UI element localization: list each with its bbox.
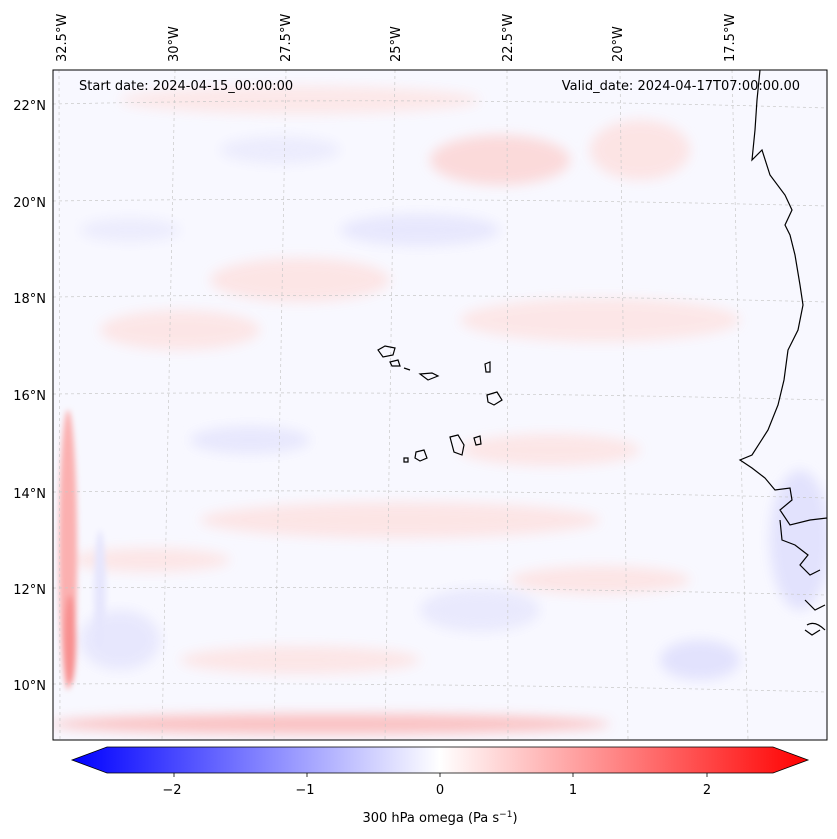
- colorbar-label-exponent: −1: [499, 810, 512, 820]
- colorbar-ticks: [173, 773, 708, 777]
- island-brava: [403, 457, 409, 463]
- valid-date-label: Valid_date: 2024-04-17T07:00:00.00: [562, 79, 800, 94]
- lat-label: 10°N: [13, 679, 46, 694]
- lat-label: 22°N: [13, 99, 46, 114]
- african-coastline: [738, 70, 827, 526]
- coastlines: [377, 70, 827, 636]
- island-fogo: [414, 449, 428, 462]
- longitude-labels: 32.5°W 30°W 27.5°W 25°W 22.5°W 20°W 17.5…: [55, 14, 738, 62]
- lon-label: 30°W: [167, 26, 182, 62]
- island-santa-luzia: [403, 367, 411, 371]
- island-maio: [473, 435, 482, 446]
- lon-label: 17.5°W: [723, 14, 738, 62]
- island-boa-vista: [486, 391, 503, 406]
- island-santo-antao: [377, 345, 396, 358]
- colorbar-label-close: ): [512, 811, 517, 826]
- colorbar-label-main: 300 hPa omega (Pa s: [362, 811, 499, 826]
- lon-label: 22.5°W: [501, 14, 516, 62]
- gridlines: [53, 70, 827, 740]
- island-santiago: [449, 434, 465, 456]
- colorbar: −2 −1 0 1 2 300 hPa omega (Pa s−1): [70, 746, 810, 826]
- start-date-label: Start date: 2024-04-15_00:00:00: [79, 79, 293, 94]
- lat-label: 16°N: [13, 389, 46, 404]
- lon-label: 27.5°W: [279, 14, 294, 62]
- latitude-labels: 22°N 20°N 18°N 16°N 14°N 12°N 10°N: [13, 99, 46, 694]
- island-sao-vicente: [389, 359, 401, 367]
- colorbar-label: 300 hPa omega (Pa s−1): [362, 810, 517, 826]
- colorbar-tick-label: 2: [703, 783, 711, 798]
- lon-label: 20°W: [611, 26, 626, 62]
- colorbar-tick-label: 1: [569, 783, 577, 798]
- map-panel: Start date: 2024-04-15_00:00:00 Valid_da…: [52, 69, 828, 741]
- colorbar-tick-label: −2: [162, 783, 181, 798]
- colorbar-tick-label: −1: [295, 783, 314, 798]
- island-sal: [484, 361, 491, 373]
- map-frame: [52, 69, 828, 741]
- lon-label: 25°W: [389, 26, 404, 62]
- lat-label: 14°N: [13, 487, 46, 502]
- colorbar-tick-label: 0: [436, 783, 444, 798]
- colorbar-bar: [70, 746, 810, 774]
- omega-field: [53, 86, 827, 734]
- lat-label: 20°N: [13, 196, 46, 211]
- island-sao-nicolau: [418, 372, 440, 381]
- map-background: [53, 70, 827, 740]
- lon-label: 32.5°W: [55, 14, 70, 62]
- lat-label: 18°N: [13, 292, 46, 307]
- lat-label: 12°N: [13, 583, 46, 598]
